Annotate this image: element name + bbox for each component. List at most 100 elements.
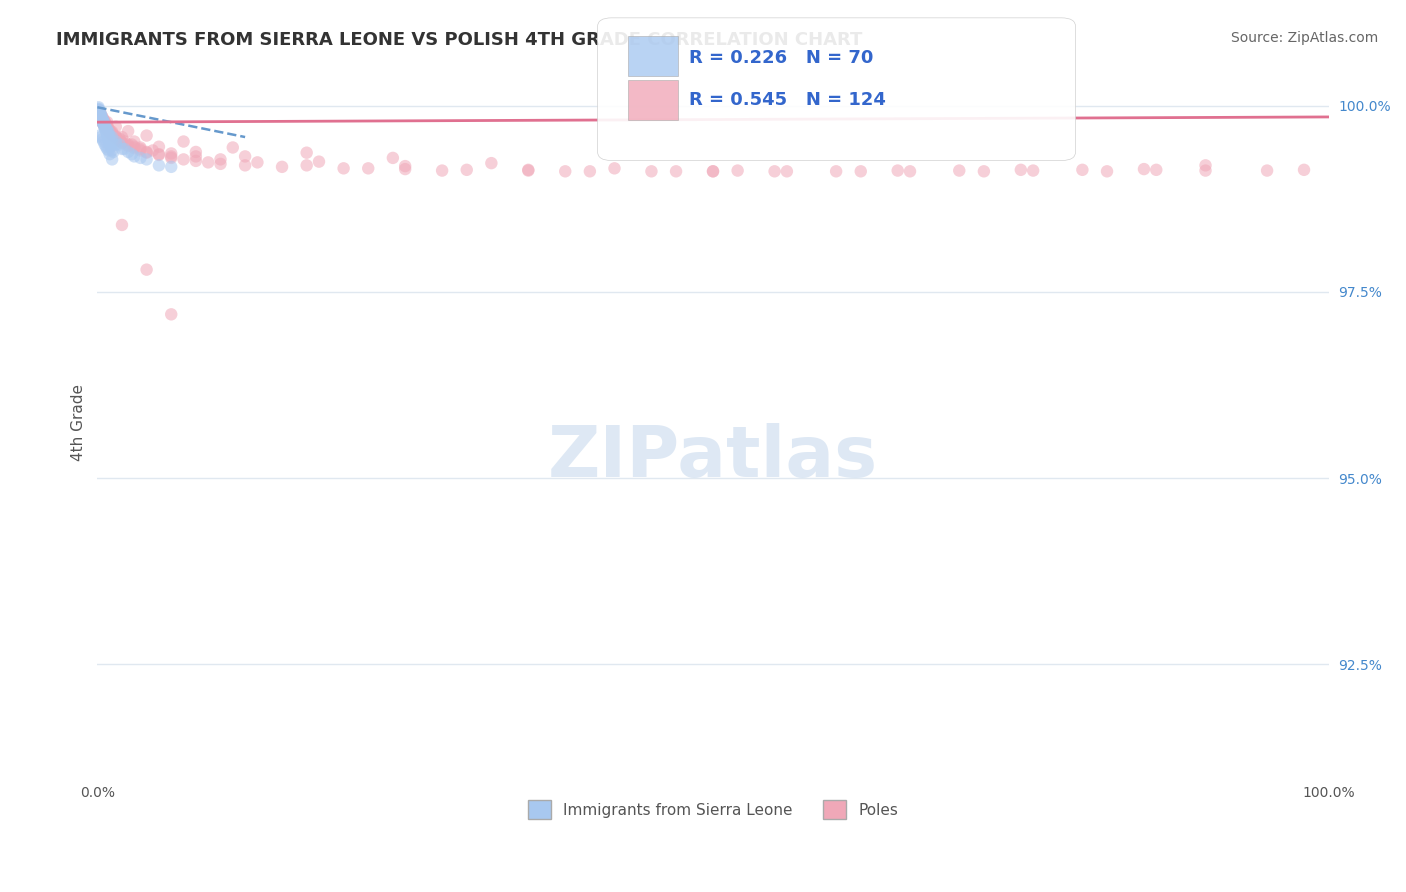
Point [849,164,872,178]
Point [114,135,136,149]
Point [103,145,125,159]
Point [98,137,121,152]
Point [97,128,120,143]
Legend: Immigrants from Sierra Leone, Poles: Immigrants from Sierra Leone, Poles [522,794,904,825]
Point [93,115,115,129]
Point [554,164,576,178]
Point [129,151,152,165]
Point [98,123,121,137]
Point [517,162,540,177]
Point [90,110,112,124]
Point [973,164,995,178]
Point [108,134,131,148]
Point [93,112,115,127]
Point [93,114,115,128]
Y-axis label: 4th Grade: 4th Grade [72,384,86,461]
Point [89,106,111,120]
Point [111,218,134,232]
Point [93,117,115,131]
Text: R = 0.545   N = 124: R = 0.545 N = 124 [689,91,886,109]
Point [98,128,121,143]
Point [94,121,117,136]
Point [94,125,117,139]
Point [93,135,115,149]
Point [295,158,318,172]
Point [91,112,114,127]
Point [209,153,232,167]
Point [222,140,245,154]
Text: ZIPatlas: ZIPatlas [548,423,879,492]
Point [93,121,115,136]
Point [184,153,207,168]
Point [184,145,207,159]
Point [135,145,157,159]
Point [197,155,219,169]
Point [89,128,111,143]
Point [117,145,139,159]
Point [93,115,115,129]
Point [98,125,121,139]
Point [101,126,124,140]
Point [209,157,232,171]
Point [160,307,183,321]
Point [898,164,921,178]
Point [97,121,120,136]
Point [456,162,478,177]
Point [129,144,152,158]
Point [91,113,114,128]
Point [87,103,110,118]
Point [96,119,118,133]
Point [96,127,118,141]
Point [111,142,134,156]
Point [104,129,127,144]
Point [87,104,110,119]
Point [233,149,256,163]
Point [93,117,115,131]
Point [665,164,688,178]
Point [111,130,134,145]
Point [101,144,124,158]
Point [135,128,157,143]
Point [111,136,134,150]
Point [93,118,115,132]
Point [90,113,112,128]
Point [160,146,183,161]
Point [886,163,908,178]
Point [98,130,121,145]
Point [1194,163,1216,178]
Point [394,162,416,177]
Point [90,112,112,126]
Point [948,163,970,178]
Point [96,142,118,156]
Point [96,122,118,136]
Point [96,128,118,143]
Point [98,147,121,161]
Point [246,155,269,169]
Point [93,117,115,131]
Point [117,137,139,152]
Point [93,117,115,131]
Point [101,125,124,139]
Point [479,156,502,170]
Point [97,132,120,146]
Point [117,124,139,138]
Point [104,135,127,149]
Point [124,149,146,163]
Point [97,125,120,139]
Point [87,103,110,117]
Point [96,125,118,139]
Point [727,163,749,178]
Point [91,110,114,124]
Point [124,140,146,154]
Point [124,135,146,149]
Point [603,161,626,176]
Point [87,100,110,114]
Point [90,108,112,122]
Point [357,161,380,176]
Point [114,142,136,156]
Point [94,122,117,136]
Point [93,137,115,152]
Point [96,122,118,136]
Point [98,136,121,150]
Point [90,130,112,145]
